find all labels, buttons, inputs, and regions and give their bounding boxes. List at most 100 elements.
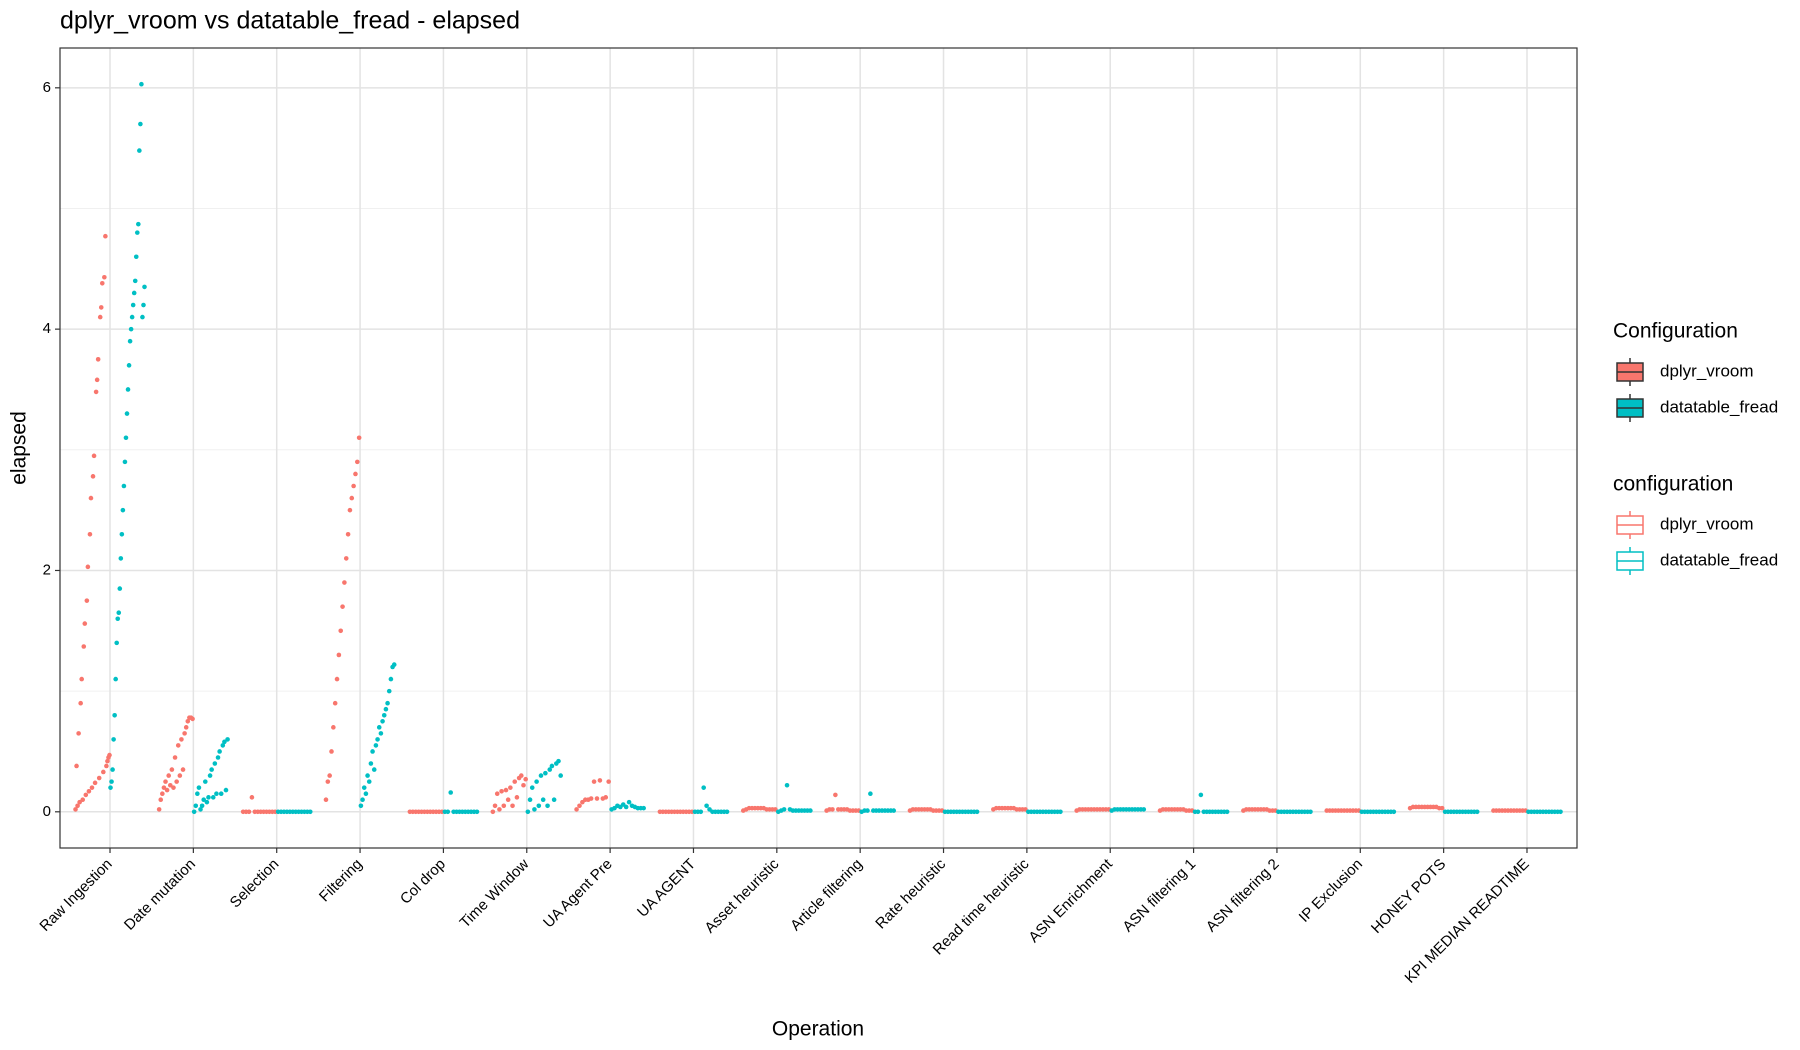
point bbox=[532, 807, 537, 812]
point bbox=[156, 807, 162, 812]
y-tick-label: 0 bbox=[43, 803, 51, 820]
point bbox=[594, 796, 600, 801]
point bbox=[1195, 809, 1201, 815]
point bbox=[508, 785, 513, 790]
point bbox=[307, 809, 313, 815]
point bbox=[122, 459, 128, 465]
point bbox=[115, 616, 121, 622]
point bbox=[105, 758, 110, 764]
point bbox=[549, 763, 555, 769]
point bbox=[623, 804, 629, 810]
point bbox=[114, 640, 120, 646]
point bbox=[1058, 809, 1063, 815]
legend-label: dplyr_vroom bbox=[1660, 361, 1754, 380]
point bbox=[868, 791, 873, 797]
point bbox=[724, 809, 730, 815]
point bbox=[391, 662, 397, 667]
point bbox=[355, 459, 360, 465]
point bbox=[77, 799, 82, 805]
point bbox=[207, 773, 213, 778]
point bbox=[83, 792, 89, 798]
point bbox=[891, 808, 897, 813]
point bbox=[172, 755, 178, 760]
point bbox=[215, 755, 221, 760]
point bbox=[89, 785, 95, 790]
point bbox=[209, 767, 214, 772]
point bbox=[551, 797, 557, 803]
point bbox=[95, 357, 101, 362]
point bbox=[603, 795, 609, 800]
point bbox=[547, 767, 553, 772]
point bbox=[125, 387, 131, 392]
point bbox=[160, 791, 165, 797]
point bbox=[388, 676, 394, 682]
point bbox=[510, 803, 515, 809]
point bbox=[512, 779, 518, 784]
point bbox=[169, 767, 175, 772]
point bbox=[606, 779, 611, 784]
point bbox=[385, 700, 390, 706]
point bbox=[128, 326, 134, 332]
point bbox=[378, 731, 384, 736]
point bbox=[558, 773, 563, 778]
point bbox=[448, 790, 454, 795]
point bbox=[445, 809, 451, 815]
point bbox=[132, 278, 138, 284]
point bbox=[85, 564, 91, 570]
y-tick-label: 2 bbox=[43, 561, 51, 578]
point bbox=[185, 719, 191, 724]
point bbox=[1391, 809, 1397, 815]
point bbox=[497, 807, 502, 812]
point bbox=[527, 797, 533, 803]
point bbox=[111, 737, 116, 742]
point bbox=[174, 779, 179, 784]
y-axis-label: elapsed bbox=[8, 411, 31, 485]
point bbox=[97, 314, 103, 320]
point bbox=[490, 809, 496, 815]
point bbox=[591, 779, 597, 784]
point bbox=[94, 377, 100, 383]
point bbox=[376, 725, 382, 730]
point bbox=[1474, 809, 1480, 815]
point bbox=[92, 780, 98, 786]
point bbox=[343, 556, 349, 561]
point bbox=[104, 763, 109, 769]
y-tick-label: 4 bbox=[43, 320, 51, 337]
point bbox=[182, 731, 187, 736]
point bbox=[474, 809, 480, 815]
point bbox=[830, 807, 835, 812]
point bbox=[141, 302, 146, 308]
point bbox=[503, 787, 509, 793]
point bbox=[116, 610, 122, 616]
point bbox=[101, 769, 106, 775]
point bbox=[501, 803, 507, 809]
point bbox=[212, 761, 218, 766]
point bbox=[325, 779, 331, 784]
point bbox=[523, 776, 528, 782]
point bbox=[133, 254, 139, 260]
plot-border bbox=[59, 47, 1578, 849]
point bbox=[134, 230, 140, 235]
point bbox=[81, 644, 87, 649]
point bbox=[123, 435, 129, 441]
point bbox=[536, 803, 542, 809]
point bbox=[206, 795, 211, 800]
point bbox=[193, 803, 199, 809]
point bbox=[84, 598, 90, 603]
point bbox=[204, 799, 210, 805]
point bbox=[543, 770, 548, 776]
point bbox=[180, 767, 186, 772]
point bbox=[371, 767, 377, 772]
point bbox=[342, 580, 347, 585]
point bbox=[161, 785, 167, 790]
point bbox=[201, 797, 207, 803]
point bbox=[217, 749, 222, 754]
point bbox=[332, 700, 338, 706]
point bbox=[129, 314, 135, 320]
point bbox=[361, 785, 367, 790]
point bbox=[110, 767, 115, 772]
point bbox=[202, 779, 208, 784]
point bbox=[381, 712, 387, 718]
point bbox=[781, 807, 787, 812]
